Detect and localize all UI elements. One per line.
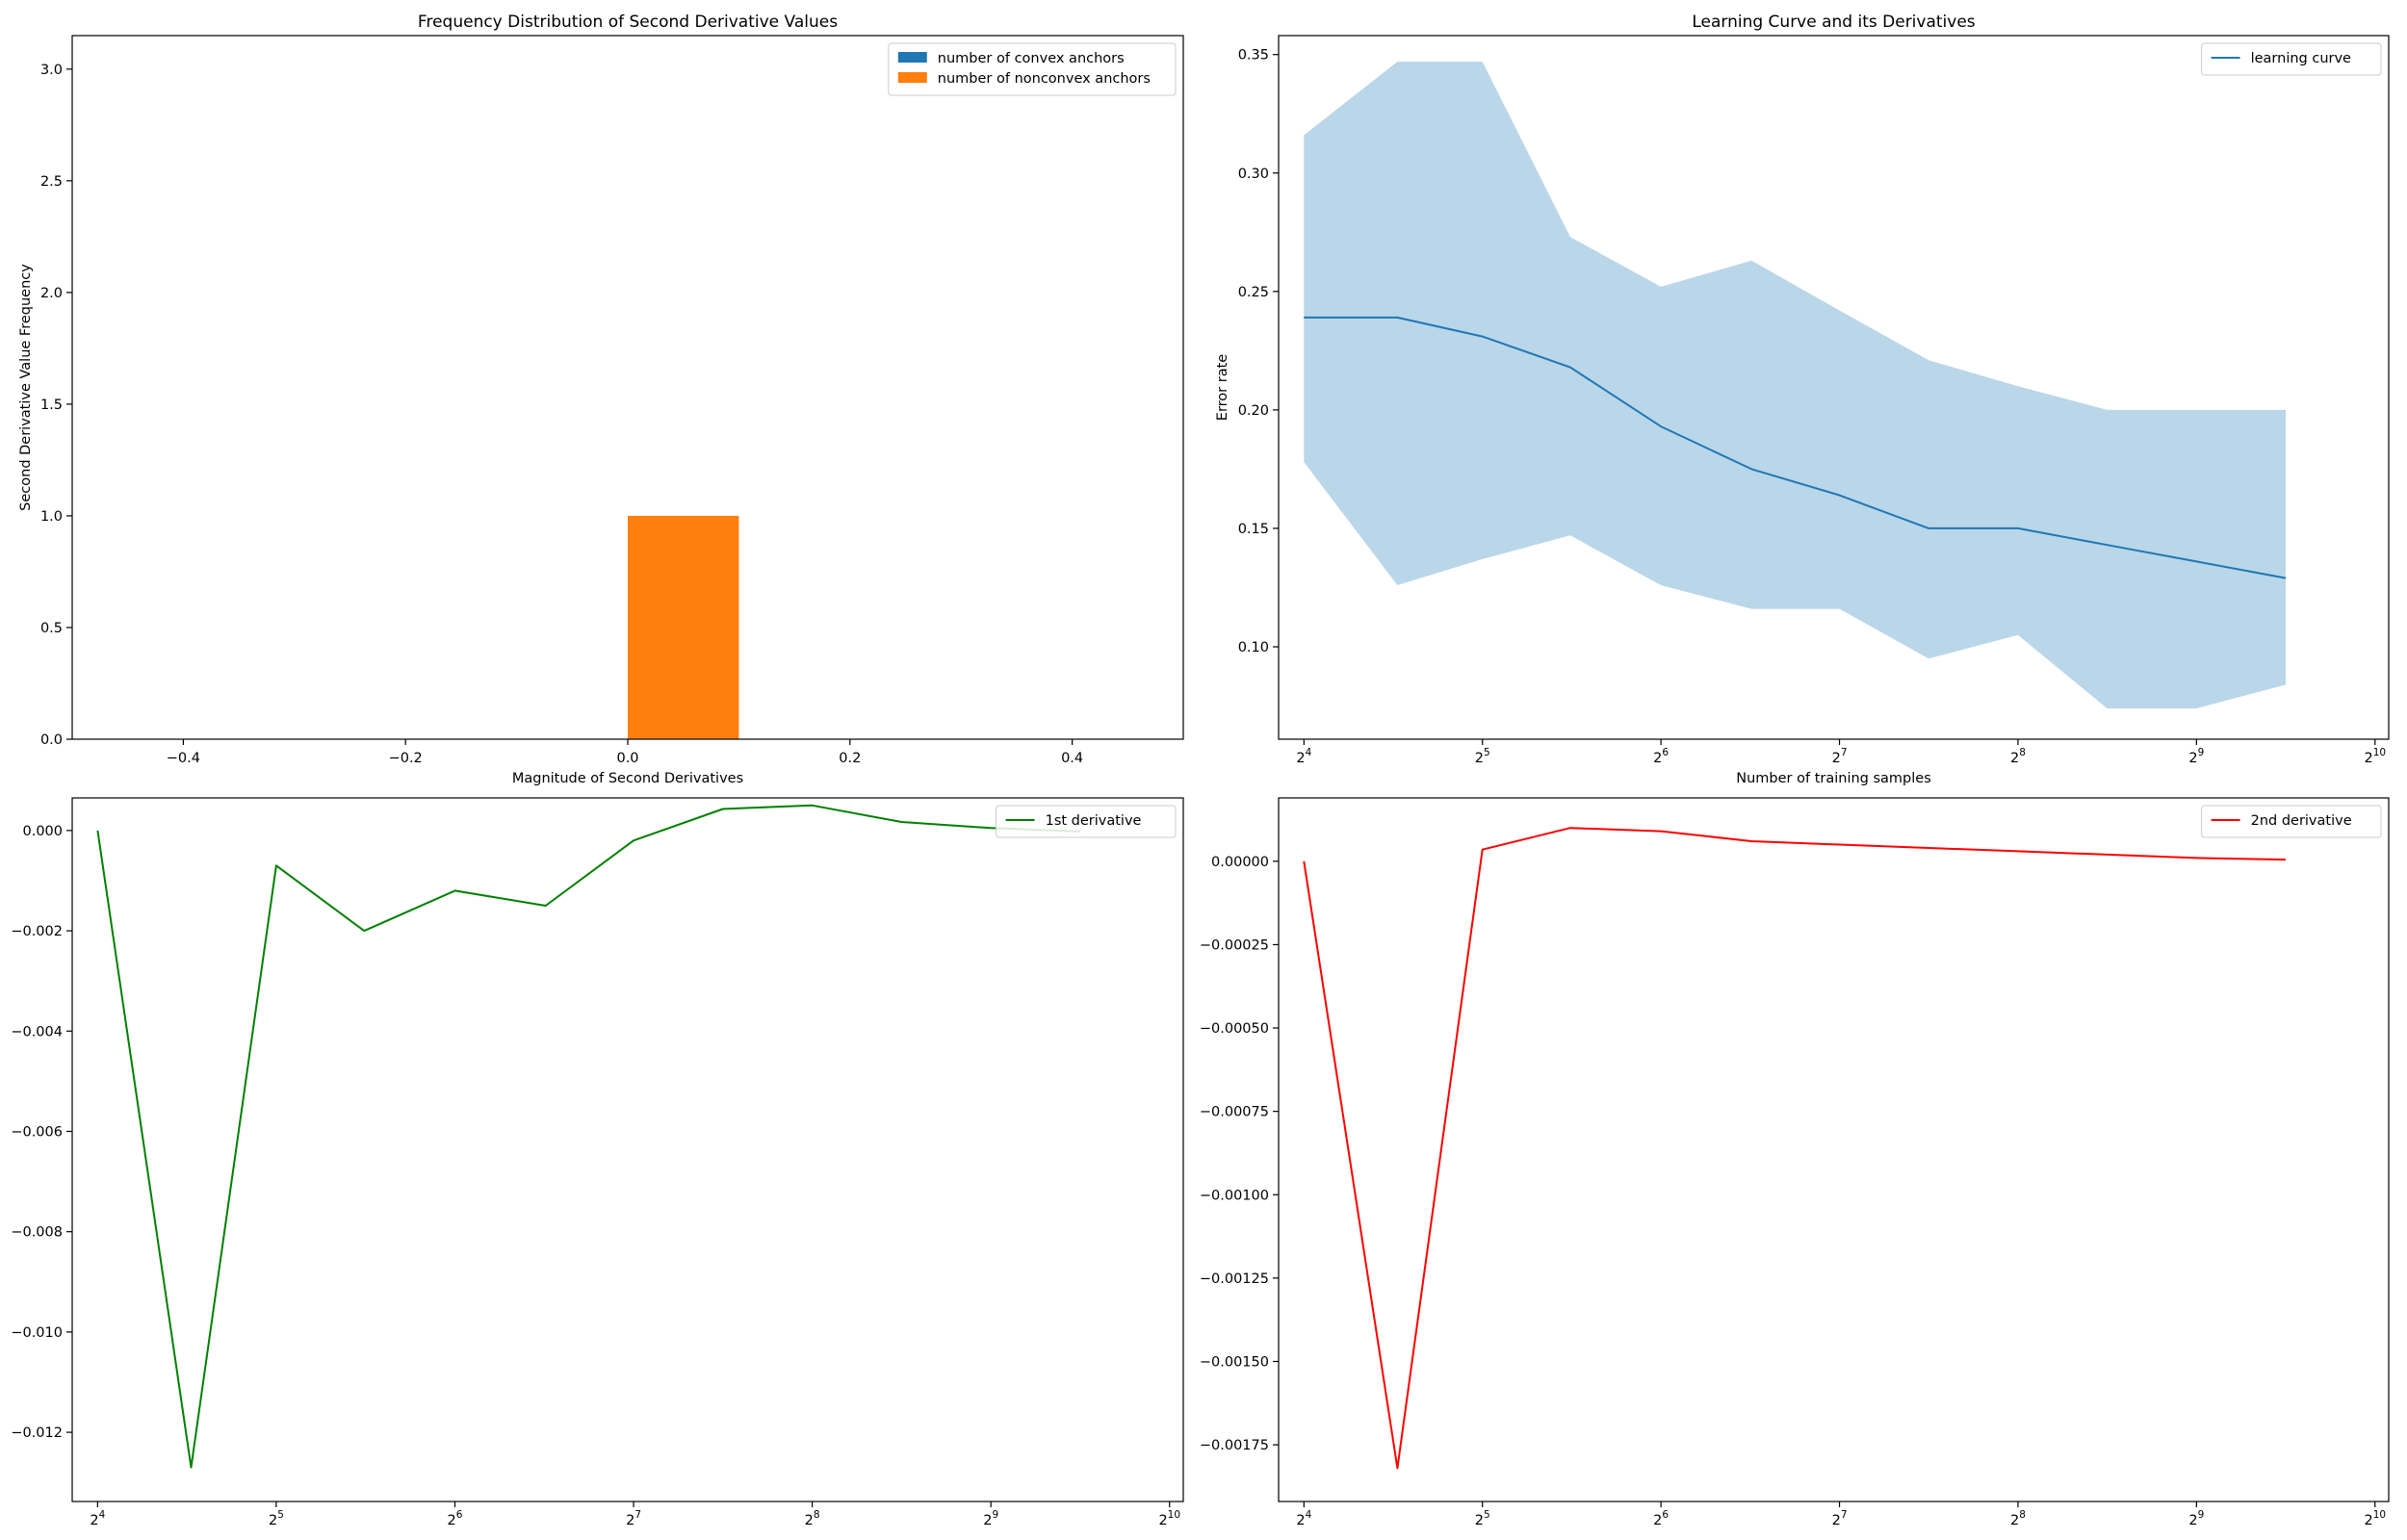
legend-box bbox=[996, 805, 1177, 838]
learning-curve-line bbox=[1304, 316, 2287, 579]
legend-label: learning curve bbox=[2251, 51, 2351, 66]
legend-box bbox=[888, 42, 1177, 96]
y-tick-label: 0.15 bbox=[1238, 522, 1269, 537]
y-tick-label: −0.008 bbox=[11, 1225, 63, 1241]
x-tick-label: 27 bbox=[1832, 747, 1848, 766]
x-axis-label: Magnitude of Second Derivatives bbox=[512, 771, 743, 786]
x-tick-label: 25 bbox=[269, 1509, 284, 1528]
legend: number of convex anchors number of noncon… bbox=[888, 42, 1177, 96]
x-tick-label: 26 bbox=[1653, 1509, 1669, 1528]
legend: learning curve bbox=[2201, 42, 2382, 76]
x-tick-label: 210 bbox=[1158, 1509, 1180, 1528]
y-tick-label: 0.00000 bbox=[1211, 855, 1269, 870]
y-tick-label: −0.00175 bbox=[1200, 1438, 1269, 1453]
x-axis-label: Number of training samples bbox=[1736, 771, 1931, 786]
y-tick-label: −0.00150 bbox=[1200, 1354, 1269, 1370]
x-tick-label: −0.4 bbox=[167, 751, 200, 766]
y-tick-label: 0.000 bbox=[22, 824, 63, 839]
x-tick-label: 29 bbox=[2188, 747, 2204, 766]
x-tick-label: −0.2 bbox=[389, 751, 423, 766]
x-tick-label: 27 bbox=[626, 1509, 641, 1528]
first-derivative-panel: 24 25 26 27 28 29 210 −0.012 −0.010 −0.008 −0.006 −… bbox=[11, 797, 1184, 1528]
x-tick-label: 24 bbox=[1296, 747, 1311, 766]
x-tick-label: 210 bbox=[2364, 747, 2386, 766]
x-tick-label: 29 bbox=[983, 1509, 998, 1528]
y-tick-label: 1.0 bbox=[40, 509, 63, 525]
legend-label: number of nonconvex anchors bbox=[938, 71, 1151, 87]
x-tick-label: 24 bbox=[1296, 1509, 1311, 1528]
y-tick-label: 0.5 bbox=[40, 621, 63, 636]
y-tick-label: 3.0 bbox=[40, 63, 63, 78]
legend-swatch bbox=[897, 72, 927, 83]
y-tick-label: −0.012 bbox=[11, 1425, 63, 1441]
legend-label: number of convex anchors bbox=[938, 51, 1125, 66]
x-tick-label: 24 bbox=[90, 1509, 105, 1528]
y-tick-label: −0.002 bbox=[11, 924, 63, 939]
y-tick-label: 2.0 bbox=[40, 286, 63, 301]
y-axis-label: Error rate bbox=[1215, 354, 1230, 421]
legend-label: 1st derivative bbox=[1046, 813, 1142, 829]
y-tick-label: 0.20 bbox=[1238, 403, 1269, 419]
y-tick-label: 0.0 bbox=[40, 732, 63, 748]
y-tick-label: −0.00075 bbox=[1200, 1105, 1269, 1120]
y-tick-label: −0.010 bbox=[11, 1325, 63, 1341]
x-tick-label: 0.4 bbox=[1061, 751, 1083, 766]
y-axis-label: Second Derivative Value Frequency bbox=[18, 264, 34, 511]
histogram-panel: −0.4 −0.2 0.0 0.2 0.4 0.0 0.5 1.0 1.5 2.0 2.5 3.0 Fr… bbox=[18, 13, 1184, 786]
first-derivative-line bbox=[96, 804, 1080, 1469]
legend: 1st derivative bbox=[996, 805, 1177, 838]
y-tick-label: −0.00050 bbox=[1200, 1021, 1269, 1037]
y-tick-label: −0.00100 bbox=[1200, 1188, 1269, 1203]
legend-box bbox=[2201, 805, 2382, 838]
axes-frame bbox=[71, 797, 1184, 1502]
y-tick-label: 0.10 bbox=[1238, 640, 1269, 655]
y-tick-label: 0.35 bbox=[1238, 48, 1269, 64]
x-tick-label: 25 bbox=[1475, 747, 1490, 766]
y-tick-label: 0.25 bbox=[1238, 285, 1269, 300]
legend-box bbox=[2201, 42, 2382, 76]
confidence-band bbox=[1304, 62, 2286, 709]
legend-label: 2nd derivative bbox=[2251, 813, 2352, 829]
y-tick-label: 2.5 bbox=[40, 174, 63, 190]
y-tick-label: 1.5 bbox=[40, 398, 63, 413]
y-tick-label: 0.30 bbox=[1238, 167, 1269, 182]
x-tick-label: 25 bbox=[1475, 1509, 1490, 1528]
y-tick-label: −0.006 bbox=[11, 1124, 63, 1140]
y-tick-label: −0.004 bbox=[11, 1024, 63, 1040]
x-tick-label: 28 bbox=[2010, 747, 2026, 766]
x-tick-label: 28 bbox=[2010, 1509, 2026, 1528]
legend: 2nd derivative bbox=[2201, 805, 2382, 838]
x-tick-label: 26 bbox=[448, 1509, 463, 1528]
y-tick-label: −0.00125 bbox=[1200, 1271, 1269, 1287]
x-tick-label: 29 bbox=[2188, 1509, 2204, 1528]
x-tick-label: 0.0 bbox=[616, 751, 638, 766]
legend-swatch bbox=[897, 52, 927, 63]
x-tick-label: 26 bbox=[1653, 747, 1669, 766]
axes-frame bbox=[1278, 35, 2390, 740]
chart-title: Learning Curve and its Derivatives bbox=[1692, 13, 1975, 32]
x-tick-label: 28 bbox=[805, 1509, 820, 1528]
x-tick-label: 27 bbox=[1832, 1509, 1848, 1528]
x-tick-label: 0.2 bbox=[839, 751, 861, 766]
histogram-bar bbox=[628, 515, 739, 739]
chart-title: Frequency Distribution of Second Derivat… bbox=[418, 13, 838, 32]
y-tick-label: −0.00025 bbox=[1200, 937, 1269, 953]
second-derivative-panel: 24 25 26 27 28 29 210 −0.00175 −0.00150 −0.00125 −… bbox=[1200, 797, 2390, 1528]
x-tick-label: 210 bbox=[2364, 1509, 2386, 1528]
second-derivative-line bbox=[1303, 827, 2287, 1470]
learning-curve-panel: 24 25 26 27 28 29 210 0.10 0.15 0.20 0.25 0.30 0.35 L… bbox=[1215, 13, 2390, 786]
axes-frame bbox=[1278, 797, 2390, 1502]
